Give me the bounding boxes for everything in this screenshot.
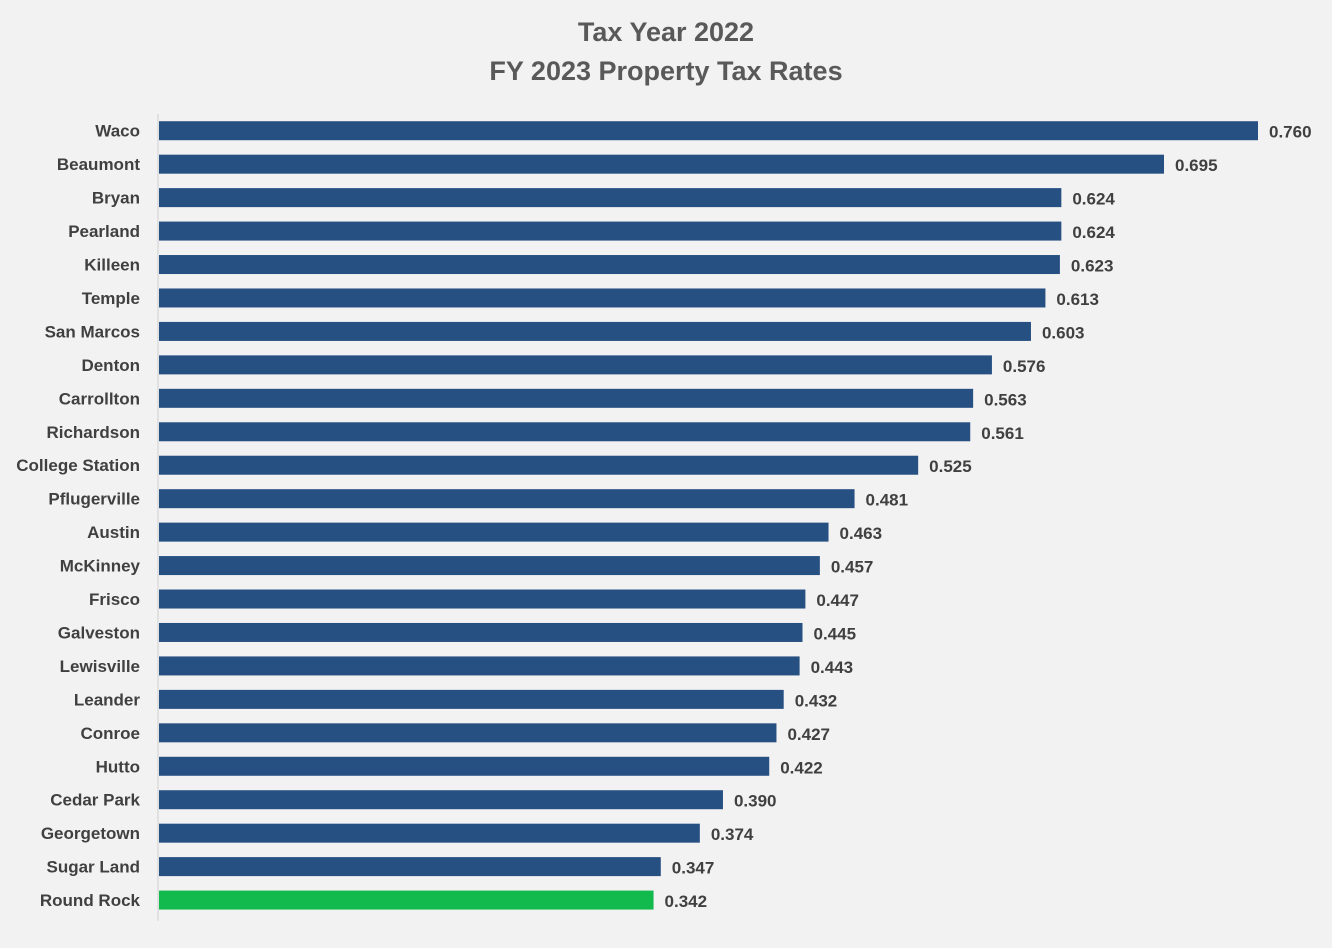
bar <box>159 756 770 776</box>
category-label: Pflugerville <box>48 490 140 509</box>
bar <box>159 121 1258 141</box>
data-label: 0.445 <box>813 624 856 643</box>
chart-subtitle: FY 2023 Property Tax Rates <box>489 56 843 86</box>
bar <box>159 790 723 810</box>
data-label: 0.374 <box>711 825 754 844</box>
bar <box>159 321 1031 341</box>
data-label: 0.563 <box>984 390 1027 409</box>
category-label: Waco <box>95 122 140 141</box>
data-label: 0.624 <box>1072 190 1115 209</box>
bar <box>159 355 992 375</box>
data-label: 0.576 <box>1003 357 1046 376</box>
bar <box>159 489 855 509</box>
category-label: Round Rock <box>40 891 141 910</box>
data-label: 0.447 <box>816 591 859 610</box>
chart-title: Tax Year 2022 <box>577 17 755 47</box>
bar <box>159 556 820 576</box>
category-label: Frisco <box>89 590 140 609</box>
bar <box>159 522 829 542</box>
category-label: Pearland <box>68 222 140 241</box>
bar <box>159 255 1060 275</box>
data-label: 0.390 <box>734 792 777 811</box>
data-label: 0.342 <box>665 892 708 911</box>
category-label: Hutto <box>96 757 140 776</box>
category-label: Bryan <box>92 189 140 208</box>
data-label: 0.432 <box>795 691 838 710</box>
bar <box>159 689 784 709</box>
category-label: Killeen <box>84 256 140 275</box>
bar <box>159 221 1062 241</box>
data-label: 0.603 <box>1042 323 1085 342</box>
data-label: 0.347 <box>672 859 715 878</box>
data-label: 0.695 <box>1175 156 1218 175</box>
bar <box>159 857 661 877</box>
data-label: 0.613 <box>1056 290 1099 309</box>
bar <box>159 388 974 408</box>
bar <box>159 622 803 642</box>
bar <box>159 723 777 743</box>
data-label: 0.624 <box>1072 223 1115 242</box>
bar <box>159 288 1046 308</box>
category-label: Lewisville <box>60 657 140 676</box>
category-label: McKinney <box>60 557 141 576</box>
category-label: Leander <box>74 690 141 709</box>
data-label: 0.427 <box>787 725 830 744</box>
category-label: Galveston <box>58 623 140 642</box>
data-label: 0.481 <box>866 491 909 510</box>
data-label: 0.760 <box>1269 123 1312 142</box>
category-label: Denton <box>81 356 140 375</box>
bar <box>159 154 1165 174</box>
category-label: Conroe <box>81 724 141 743</box>
data-label: 0.443 <box>811 658 854 677</box>
category-label: Richardson <box>46 423 140 442</box>
bar <box>159 823 700 843</box>
category-label: Beaumont <box>57 155 140 174</box>
bar <box>159 455 919 475</box>
data-label: 0.422 <box>780 758 823 777</box>
data-label: 0.623 <box>1071 257 1114 276</box>
bar <box>159 656 800 676</box>
bar <box>159 422 971 442</box>
category-label: Carrollton <box>59 389 140 408</box>
category-label: Austin <box>87 523 140 542</box>
data-label: 0.463 <box>840 524 883 543</box>
data-label: 0.525 <box>929 457 972 476</box>
bar <box>159 589 806 609</box>
data-label: 0.561 <box>981 424 1024 443</box>
bar <box>159 188 1062 208</box>
category-label: Temple <box>82 289 140 308</box>
bar-highlighted <box>159 890 654 910</box>
category-label: Sugar Land <box>46 858 140 877</box>
data-label: 0.457 <box>831 558 874 577</box>
category-label: College Station <box>16 456 140 475</box>
category-label: Cedar Park <box>50 791 140 810</box>
category-label: Georgetown <box>41 824 140 843</box>
category-label: San Marcos <box>45 322 140 341</box>
